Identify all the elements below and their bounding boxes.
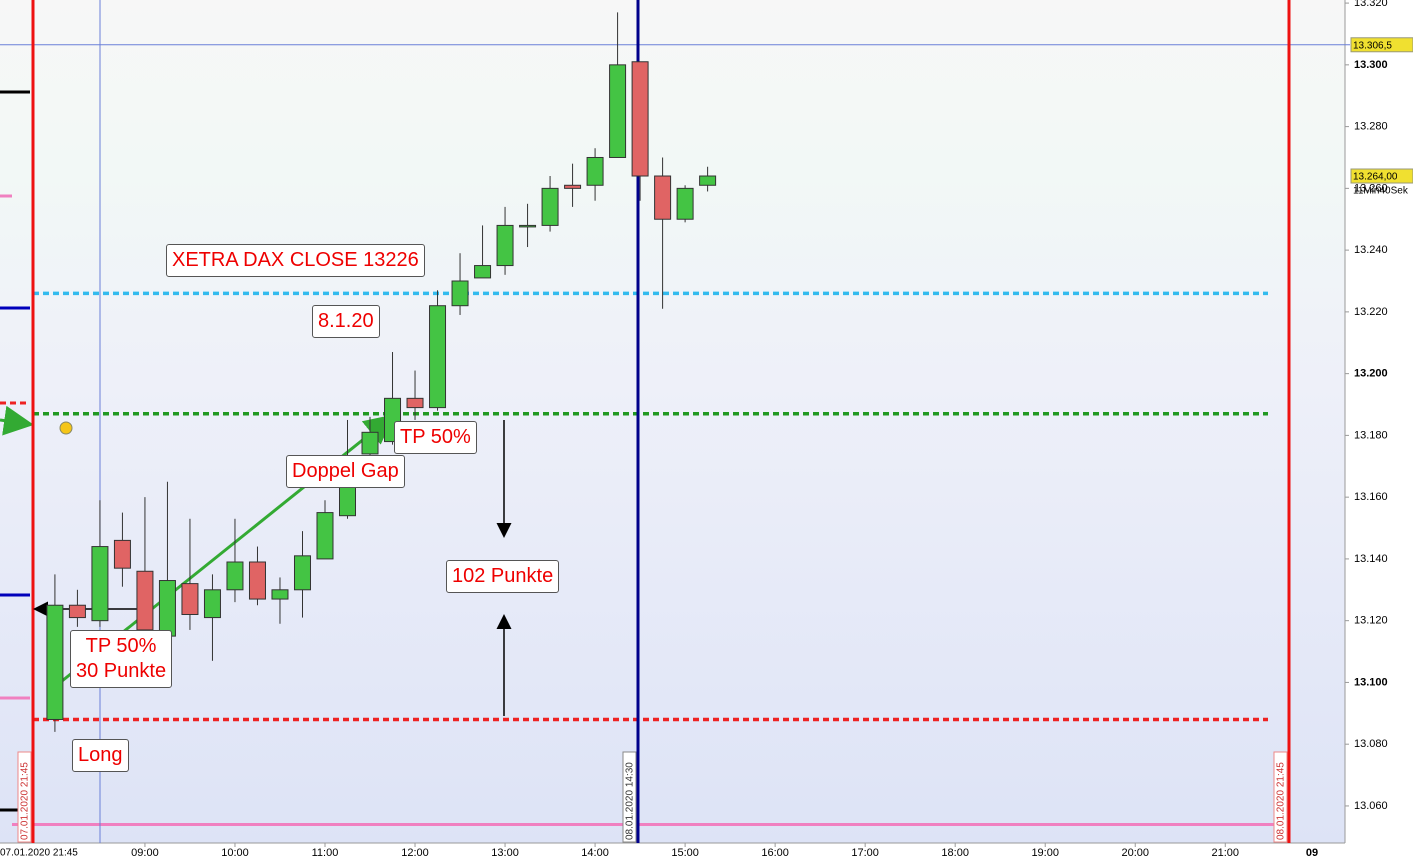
y-tick-label: 13.320	[1354, 0, 1388, 9]
candle-body	[406, 397, 424, 409]
candle-body	[316, 512, 334, 560]
layer	[0, 44, 1350, 826]
annotation: Doppel Gap	[286, 455, 405, 488]
candle-body	[226, 561, 244, 591]
x-tick-label: 16:00	[761, 847, 789, 859]
candle-body	[676, 187, 694, 220]
candle-body	[46, 604, 64, 720]
annotation: 30 Punkte	[76, 660, 167, 682]
x-tick-label: 14:00	[581, 847, 609, 859]
price-marker-label: 13.264,00	[1353, 172, 1398, 183]
candle-body	[293, 555, 311, 591]
candle-body	[541, 187, 559, 226]
candle-body	[586, 156, 604, 186]
annotation-box: TP 50% 30 Punkte	[70, 630, 173, 688]
candle-body	[158, 580, 176, 637]
start-label: 07.01.2020 21:45	[0, 848, 78, 859]
y-tick-label: 13.120	[1354, 615, 1388, 627]
candle-body	[203, 589, 221, 619]
candle-body	[91, 546, 109, 622]
x-tick-label: 11:00	[312, 847, 339, 859]
candle-body	[609, 64, 627, 158]
y-tick-label: 13.220	[1354, 306, 1388, 318]
candle-body	[564, 184, 582, 189]
label-box	[17, 751, 32, 843]
candle-body	[654, 175, 672, 220]
arrow	[0, 405, 34, 436]
y-tick-label: 13.140	[1354, 553, 1388, 565]
axis-background	[1345, 0, 1413, 859]
candle-body	[451, 280, 469, 307]
candle-body	[631, 61, 649, 177]
x-tick-label: 20:00	[1121, 847, 1149, 859]
x-tick-label: 12:00	[401, 847, 429, 859]
annotation: TP 50%	[85, 635, 157, 657]
y-tick-label: 13.080	[1354, 738, 1388, 750]
y-tick-label: 13.240	[1354, 244, 1388, 256]
candle-body	[271, 589, 289, 600]
annotation: TP 50%	[394, 421, 477, 454]
annotation: 8.1.20	[312, 305, 380, 338]
x-tick-label: 21:00	[1211, 847, 1239, 859]
y-tick-label: 13.200	[1354, 368, 1388, 380]
session-label: 08.01.2020 14:30	[625, 762, 636, 840]
candle-body	[519, 224, 537, 228]
x-tick-label: 15:00	[671, 847, 699, 859]
y-tick-label: 13.180	[1354, 429, 1388, 441]
annotation: 102 Punkte	[446, 560, 560, 593]
y-tick-label: 13.100	[1354, 676, 1388, 688]
x-tick-label: 09:00	[131, 847, 159, 859]
candle-body	[136, 570, 154, 631]
x-tick-label: 17:00	[851, 847, 879, 859]
alarm-icon	[59, 421, 73, 435]
y-tick-label: 13.260	[1354, 182, 1388, 194]
candle-body	[496, 224, 514, 267]
candle-body	[181, 583, 199, 615]
candle-body	[429, 305, 447, 409]
plot-background	[0, 0, 1345, 843]
session-label: 08.01.2020 21:45	[1276, 762, 1287, 840]
price-marker	[1350, 37, 1413, 53]
candle-body	[248, 561, 266, 600]
y-tick-label: 13.300	[1354, 59, 1388, 71]
axis-background	[0, 843, 1345, 859]
session-label: 07.01.2020 21:45	[20, 762, 31, 840]
y-tick-label: 13.160	[1354, 491, 1388, 503]
candle-body	[68, 604, 86, 619]
price-marker-label: 13.306,5	[1353, 40, 1392, 51]
session-labels: 07.01.2020 21:45 08.01.2020 14:30 08.01.…	[17, 751, 1288, 843]
countdown: 11Min40Sek	[1353, 186, 1409, 197]
annotation: Long	[72, 739, 129, 772]
candle-body	[361, 431, 379, 455]
x-tick-label: 13:00	[491, 847, 519, 859]
left-stubs	[0, 90, 34, 812]
price-marker	[1350, 168, 1413, 184]
label-box	[622, 751, 637, 843]
x-tick-label: 18:00	[941, 847, 969, 859]
annotation: XETRA DAX CLOSE 13226	[166, 244, 425, 277]
candle-body	[474, 265, 492, 279]
day-label: 09	[1306, 847, 1318, 859]
y-tick-label: 13.060	[1354, 800, 1388, 812]
y-tick-label: 13.280	[1354, 121, 1388, 133]
candle-body	[113, 539, 131, 569]
x-tick-label: 19:00	[1031, 847, 1059, 859]
x-tick-label: 10:00	[221, 847, 249, 859]
candle-body	[699, 175, 717, 186]
label-box	[1273, 751, 1288, 843]
